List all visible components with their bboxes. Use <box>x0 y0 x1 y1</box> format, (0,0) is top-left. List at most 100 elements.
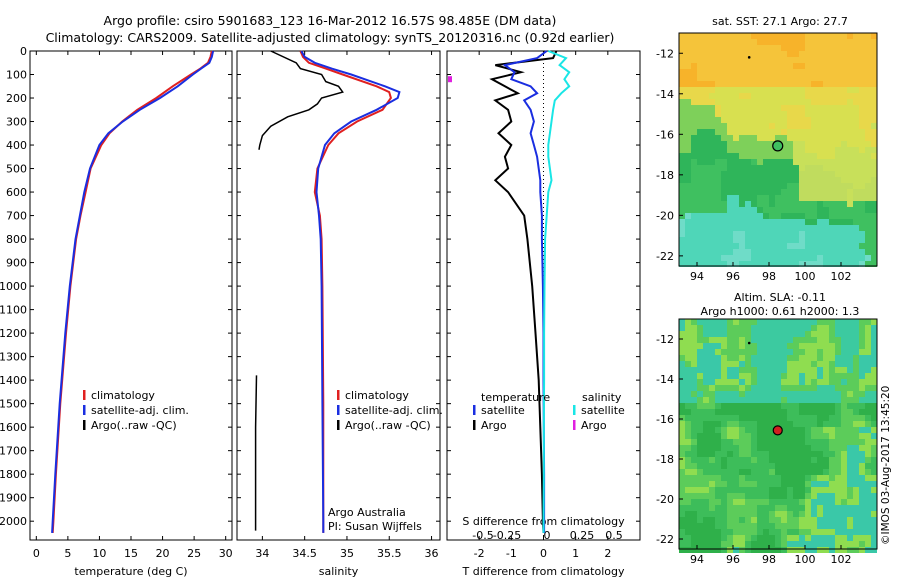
map-cell <box>715 391 721 397</box>
map-cell <box>727 457 733 463</box>
map-cell <box>679 487 685 493</box>
map-cell <box>799 111 805 117</box>
map-cell <box>775 433 781 439</box>
map-cell <box>871 439 877 445</box>
map-cell <box>745 331 751 337</box>
map-cell <box>793 325 799 331</box>
map-cell <box>727 361 733 367</box>
map-cell <box>685 261 691 267</box>
map-cell <box>721 343 727 349</box>
map-cell <box>769 373 775 379</box>
map-cell <box>829 367 835 373</box>
map-cell <box>781 87 787 93</box>
map-cell <box>787 39 793 45</box>
map-cell <box>805 505 811 511</box>
map-cell <box>697 99 703 105</box>
map-cell <box>775 487 781 493</box>
map-cell <box>751 349 757 355</box>
map-cell <box>817 529 823 535</box>
map-cell <box>751 469 757 475</box>
map-cell <box>679 361 685 367</box>
map-cell <box>847 159 853 165</box>
map-cell <box>817 379 823 385</box>
map-cell <box>745 45 751 51</box>
map-cell <box>715 415 721 421</box>
map-cell <box>685 243 691 249</box>
map-cell <box>829 189 835 195</box>
map-cell <box>769 189 775 195</box>
map-cell <box>775 39 781 45</box>
map-cell <box>763 147 769 153</box>
map-cell <box>841 261 847 267</box>
map-cell <box>847 111 853 117</box>
map-cell <box>739 231 745 237</box>
map-cell <box>685 415 691 421</box>
map-cell <box>871 243 877 249</box>
map-cell <box>823 33 829 39</box>
map-cell <box>739 87 745 93</box>
map-cell <box>829 99 835 105</box>
map-cell <box>865 201 871 207</box>
map-cell <box>871 475 877 481</box>
map-cell <box>775 451 781 457</box>
map-cell <box>859 427 865 433</box>
map-cell <box>781 481 787 487</box>
map-cell <box>751 379 757 385</box>
map-x-tick-label: 94 <box>690 270 704 283</box>
map-cell <box>739 93 745 99</box>
map-cell <box>787 469 793 475</box>
map-cell <box>787 421 793 427</box>
map-cell <box>685 511 691 517</box>
map-cell <box>805 183 811 189</box>
map-cell <box>751 45 757 51</box>
map-cell <box>835 189 841 195</box>
map-cell <box>721 51 727 57</box>
map-cell <box>757 493 763 499</box>
map-cell <box>769 379 775 385</box>
map-cell <box>685 481 691 487</box>
map-cell <box>871 541 877 547</box>
map-cell <box>703 397 709 403</box>
map-cell <box>769 123 775 129</box>
map-cell <box>685 427 691 433</box>
map-cell <box>769 225 775 231</box>
map-cell <box>793 81 799 87</box>
map-cell <box>817 165 823 171</box>
map-cell <box>769 45 775 51</box>
map-cell <box>793 505 799 511</box>
map-cell <box>865 343 871 349</box>
map-cell <box>769 117 775 123</box>
map-cell <box>853 517 859 523</box>
t-diff-satellite-line <box>502 50 548 533</box>
map-cell <box>841 117 847 123</box>
map-cell <box>679 397 685 403</box>
map-cell <box>757 367 763 373</box>
map-cell <box>697 225 703 231</box>
map-cell <box>787 231 793 237</box>
map-cell <box>757 445 763 451</box>
map-cell <box>691 111 697 117</box>
map-cell <box>769 111 775 117</box>
map-cell <box>685 231 691 237</box>
map-cell <box>727 57 733 63</box>
map-cell <box>811 81 817 87</box>
map-cell <box>697 141 703 147</box>
map-cell <box>769 75 775 81</box>
map-cell <box>841 529 847 535</box>
map-cell <box>829 325 835 331</box>
map-cell <box>739 445 745 451</box>
map-cell <box>679 439 685 445</box>
map-cell <box>859 141 865 147</box>
map-cell <box>835 499 841 505</box>
map-cell <box>805 159 811 165</box>
map-x-tick-label: 96 <box>726 553 740 566</box>
map-cell <box>751 367 757 373</box>
map-cell <box>823 529 829 535</box>
map-cell <box>685 87 691 93</box>
map-cell <box>787 33 793 39</box>
map-cell <box>781 403 787 409</box>
map-cell <box>835 87 841 93</box>
map-cell <box>703 249 709 255</box>
map-cell <box>847 87 853 93</box>
map-cell <box>727 117 733 123</box>
